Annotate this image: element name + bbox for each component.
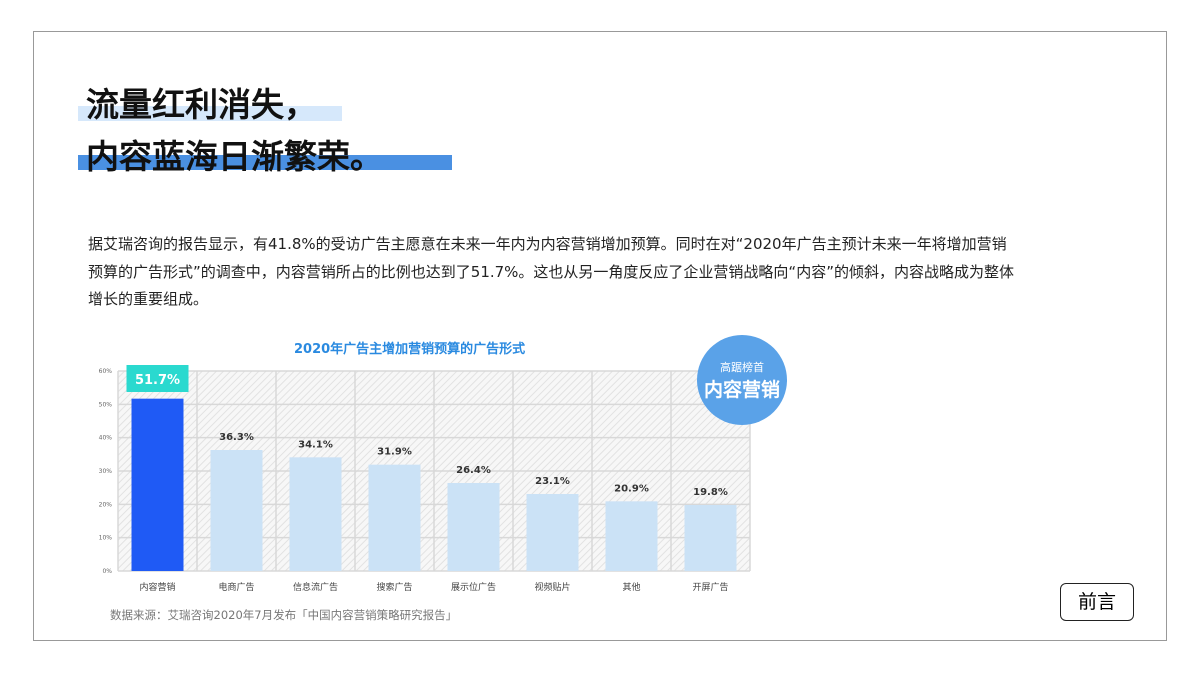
y-tick-label: 60% (99, 368, 113, 375)
value-label-box (126, 365, 189, 392)
y-tick-label: 40% (99, 435, 113, 442)
y-tick-label: 20% (99, 501, 113, 508)
bar (684, 505, 737, 571)
chart-title: 2020年广告主增加营销预算的广告形式 (294, 342, 526, 357)
x-tick-label: 搜索广告 (376, 581, 412, 593)
y-tick-label: 0% (102, 568, 112, 575)
bar (605, 501, 658, 571)
title-highlight-1 (78, 106, 342, 121)
value-label: 23.1% (535, 476, 570, 487)
slide-frame (33, 31, 1167, 641)
value-label: 36.3% (219, 432, 254, 443)
x-tick-label: 信息流广告 (293, 581, 338, 593)
value-label: 26.4% (456, 465, 491, 476)
bar (526, 494, 579, 571)
y-tick-label: 30% (99, 468, 113, 475)
value-label: 34.1% (298, 439, 333, 450)
value-label: 51.7% (135, 373, 180, 388)
x-tick-label: 电商广告 (218, 581, 254, 593)
bar (210, 450, 263, 571)
x-tick-label: 展示位广告 (451, 581, 496, 593)
badge-line-1: 高踞榜首 (720, 361, 764, 374)
title-highlight-2 (78, 155, 452, 170)
data-source: 数据来源：艾瑞咨询2020年7月发布「中国内容营销策略研究报告」 (110, 608, 458, 622)
bar (447, 483, 500, 571)
value-label: 20.9% (614, 483, 649, 494)
badge-line-2: 内容营销 (703, 379, 780, 401)
preface-button[interactable]: 前言 (1060, 583, 1134, 621)
x-tick-label: 视频贴片 (534, 581, 570, 593)
title-line-2: 内容蓝海日渐繁荣。 (86, 137, 383, 176)
x-tick-label: 其他 (622, 581, 640, 593)
intro-paragraph: 据艾瑞咨询的报告显示，有41.8%的受访广告主愿意在未来一年内为内容营销增加预算… (88, 235, 1014, 308)
title-line-1: 流量红利消失， (86, 85, 317, 124)
y-tick-label: 50% (99, 401, 113, 408)
value-label: 31.9% (377, 447, 412, 458)
bar (368, 464, 421, 571)
top-rank-badge: 高踞榜首 内容营销 (697, 335, 787, 425)
x-tick-label: 内容营销 (139, 581, 175, 593)
x-tick-label: 开屏广告 (692, 581, 728, 593)
value-label: 19.8% (693, 487, 728, 498)
bar (289, 457, 342, 571)
y-tick-label: 10% (99, 535, 113, 542)
bar (131, 398, 184, 571)
